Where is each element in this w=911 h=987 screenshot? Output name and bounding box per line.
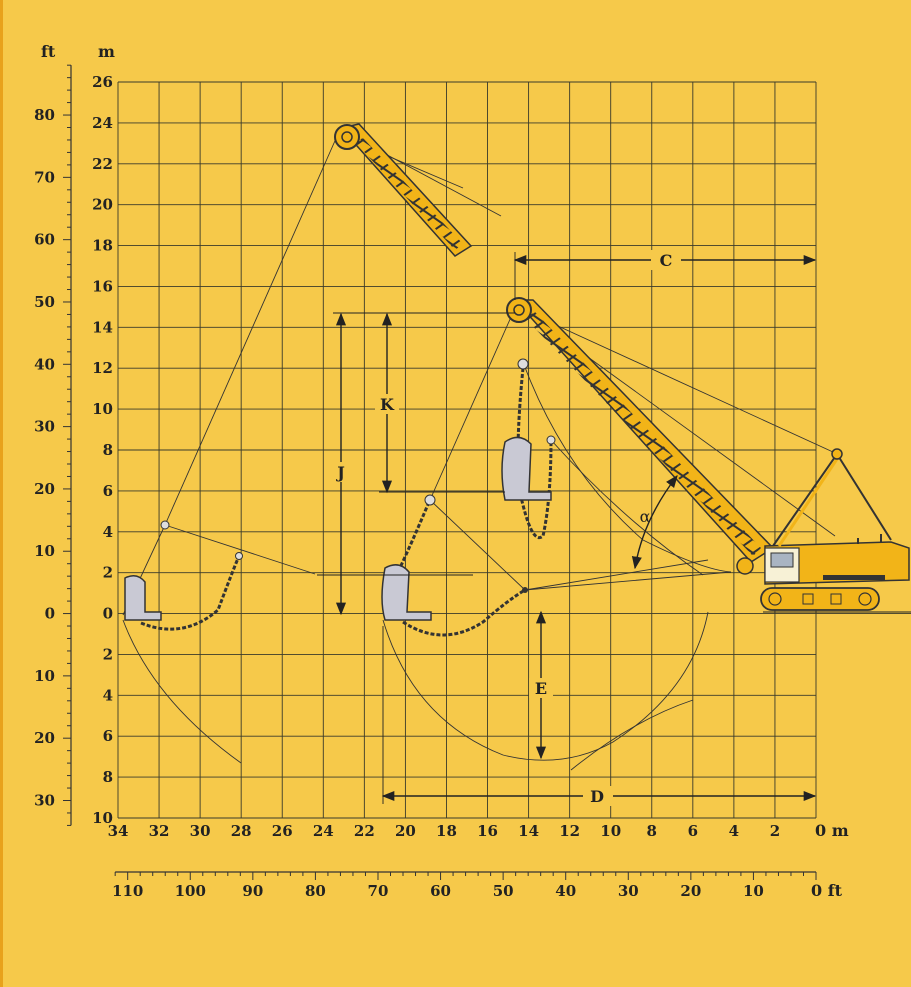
left-m-tick-label: 8: [103, 441, 113, 459]
bottom-ft-tick-label: 40: [555, 882, 576, 900]
bottom-m-tick-label: 20: [395, 822, 416, 840]
bottom-m-tick-label: 18: [436, 822, 457, 840]
bottom-ft-tick-label: 30: [618, 882, 639, 900]
left-m-tick-label: 16: [92, 277, 113, 295]
bottom-ft-tick-label: 60: [430, 882, 451, 900]
left-m-tick-label: 8: [103, 768, 113, 786]
left-ft-tick-label: 10: [34, 667, 55, 685]
left-ft-tick-label: 70: [34, 168, 55, 186]
bucket-far-icon: [124, 575, 162, 621]
left-ft-tick-label: 60: [34, 231, 55, 249]
drag-chains: [140, 367, 553, 637]
bottom-m-tick-label: 30: [190, 822, 211, 840]
bottom-ft-tick-label: 110: [112, 882, 143, 900]
raised-boom: [334, 123, 473, 257]
bottom-m-tick-labels: 34 32 30 28 26 24 22 20 18 16 14 12 10 8 6 4 2: [108, 822, 781, 840]
left-ft-unit: ft: [41, 42, 56, 61]
bottom-m-tick-label: 26: [272, 822, 293, 840]
left-ft-tick-labels: 80 70 60 50 40 30 20 10 0 10 20 30: [34, 106, 55, 809]
left-m-tick-label: 2: [103, 564, 113, 582]
left-ft-ruler: [63, 64, 72, 826]
working-range-figure: ft m 0 m 0 ft 26242220181614121086420246…: [34, 42, 911, 900]
bottom-m-tick-label: 12: [559, 822, 580, 840]
left-ft-tick-label: 50: [34, 293, 55, 311]
bottom-ft-tick-label: 70: [368, 882, 389, 900]
left-ft-tick-label: 30: [34, 791, 55, 809]
dimension-e-label: E: [535, 679, 547, 698]
bottom-ft-tick-label: 90: [242, 882, 263, 900]
left-m-tick-label: 22: [92, 155, 113, 173]
bottom-m-tick-label: 2: [770, 822, 780, 840]
bottom-ft-tick-label: 100: [175, 882, 206, 900]
bottom-m-tick-label: 24: [313, 822, 334, 840]
left-m-tick-label: 4: [103, 686, 113, 704]
dimension-c-label: C: [660, 251, 673, 270]
left-m-tick-label: 10: [92, 809, 113, 827]
left-m-unit: m: [98, 42, 115, 61]
rope-lines: [122, 133, 836, 771]
left-ft-tick-label: 80: [34, 106, 55, 124]
bottom-ft-tick-label: 80: [305, 882, 326, 900]
bottom-ft-tick-label: 10: [743, 882, 764, 900]
left-m-tick-label: 4: [103, 523, 113, 541]
left-m-tick-label: 20: [92, 196, 113, 214]
bucket-raised-icon: [501, 436, 552, 501]
raised-boom-sheave-icon: [334, 124, 360, 150]
bottom-m-tick-label: 16: [477, 822, 498, 840]
axes: ft m 0 m 0 ft 26242220181614121086420246…: [34, 42, 849, 900]
bottom-m-tick-label: 14: [518, 822, 539, 840]
bucket-ground-icon: [381, 564, 432, 621]
bottom-m-tick-label: 6: [688, 822, 698, 840]
bottom-ft-tick-labels: 110 100 90 80 70 60 50 40 30 20 10: [112, 882, 764, 900]
angle-alpha-label: α: [640, 507, 651, 526]
left-ft-tick-label: 40: [34, 355, 55, 373]
left-m-tick-label: 14: [92, 318, 113, 336]
left-m-tick-label: 6: [103, 482, 113, 500]
bottom-m-tick-label: 34: [108, 822, 129, 840]
main-boom-sheave-icon: [506, 297, 532, 323]
bottom-ft-ruler: [114, 871, 817, 880]
left-ft-tick-label: 20: [34, 480, 55, 498]
left-m-tick-label: 12: [92, 359, 113, 377]
left-ft-tick-label: 10: [34, 542, 55, 560]
left-m-tick-label: 24: [92, 114, 113, 132]
bottom-m-tick-label: 32: [149, 822, 170, 840]
crawler-crane: [736, 448, 910, 611]
dimensions: [317, 252, 911, 804]
bottom-m-unit: 0 m: [815, 821, 849, 840]
left-m-tick-label: 2: [103, 645, 113, 663]
bottom-m-tick-label: 8: [647, 822, 657, 840]
crawler-track: [760, 587, 880, 611]
bottom-ft-tick-label: 20: [680, 882, 701, 900]
left-ft-tick-label: 0: [45, 605, 55, 623]
left-m-tick-label: 10: [92, 400, 113, 418]
left-ft-tick-label: 30: [34, 418, 55, 436]
left-m-tick-label: 26: [92, 73, 113, 91]
bottom-ft-unit: 0 ft: [811, 881, 843, 900]
dimension-k-label: K: [380, 395, 395, 414]
bottom-m-tick-label: 10: [600, 822, 621, 840]
bottom-ft-tick-label: 50: [493, 882, 514, 900]
dimension-j-label: J: [335, 463, 345, 482]
left-m-tick-label: 6: [103, 727, 113, 745]
left-m-tick-label: 18: [92, 237, 113, 255]
bottom-m-tick-label: 22: [354, 822, 375, 840]
angle-alpha-arc: [631, 475, 678, 570]
bottom-m-tick-label: 28: [231, 822, 252, 840]
left-m-tick-label: 0: [103, 605, 113, 623]
left-ft-tick-label: 20: [34, 729, 55, 747]
buckets: [124, 358, 556, 621]
dimension-d-label: D: [590, 787, 604, 806]
bottom-m-tick-label: 4: [729, 822, 739, 840]
